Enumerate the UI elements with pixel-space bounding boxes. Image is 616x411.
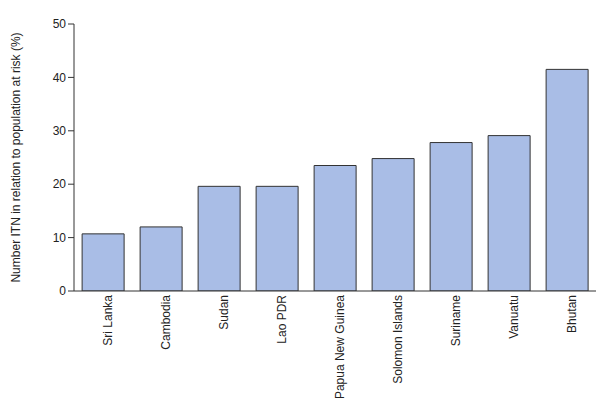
- svg-text:Number ITN in relation to popu: Number ITN in relation to population at …: [9, 32, 23, 282]
- svg-text:Papua New Guinea: Papua New Guinea: [333, 295, 347, 399]
- svg-text:20: 20: [53, 177, 67, 191]
- svg-text:Cambodia: Cambodia: [159, 295, 173, 350]
- svg-text:Bhutan: Bhutan: [565, 295, 579, 333]
- svg-text:Sri Lanka: Sri Lanka: [101, 295, 115, 346]
- svg-text:Solomon Islands: Solomon Islands: [391, 295, 405, 384]
- svg-text:10: 10: [53, 231, 67, 245]
- svg-text:0: 0: [59, 284, 66, 298]
- svg-text:Suriname: Suriname: [449, 295, 463, 347]
- svg-text:Sudan: Sudan: [217, 295, 231, 330]
- svg-text:40: 40: [53, 71, 67, 85]
- svg-text:Vanuatu: Vanuatu: [507, 295, 521, 339]
- svg-text:50: 50: [53, 17, 67, 31]
- svg-text:Lao PDR: Lao PDR: [275, 295, 289, 344]
- svg-text:30: 30: [53, 124, 67, 138]
